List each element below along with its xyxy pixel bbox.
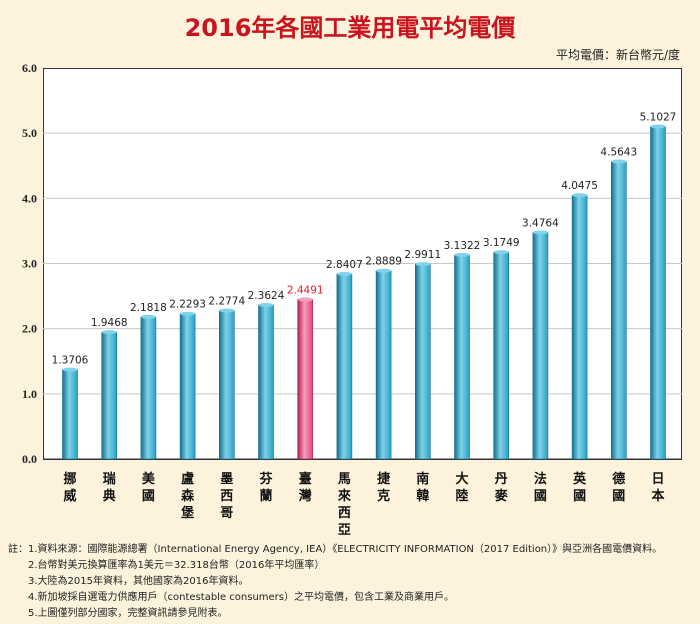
bar-cap	[611, 159, 627, 164]
x-tick-label: 瑞典	[103, 471, 116, 504]
bar-cap	[336, 271, 352, 276]
y-tick-label: 1.0	[22, 387, 37, 401]
value-label: 3.4764	[522, 217, 559, 229]
value-label: 2.3624	[248, 290, 285, 302]
unit-label: 平均電價：新台幣元/度	[555, 48, 680, 62]
bar	[375, 270, 392, 460]
bar	[101, 331, 117, 460]
x-tick-label: 大陸	[455, 471, 468, 504]
x-tick-label: 南韓	[416, 471, 429, 504]
bar	[571, 194, 588, 460]
bar	[414, 263, 431, 460]
footnote-prefix: 註：	[8, 544, 28, 555]
value-label: 2.2774	[208, 296, 245, 308]
bar	[219, 310, 235, 460]
footnote-line: 4.新加坡採自選電力供應用戶（contestable consumers）之平均…	[8, 590, 698, 606]
bar-cap	[62, 367, 78, 372]
x-tick-label: 盧森堡	[181, 471, 195, 521]
y-tick-label: 0.0	[22, 452, 37, 466]
bar-cap	[493, 250, 509, 255]
footnote-text: 3.大陸為2015年資料，其他國家為2016年資料。	[28, 576, 249, 587]
y-tick-label: 6.0	[22, 61, 37, 75]
x-tick-label: 臺灣	[299, 471, 312, 504]
bar	[140, 316, 157, 460]
value-label: 3.1322	[444, 240, 481, 252]
y-axis-ticks: 0.0 1.0 2.0 3.0 4.0 5.0 6.0	[22, 61, 37, 466]
y-tick-label: 2.0	[22, 322, 37, 336]
footnote-line: 2.台幣對美元換算匯率為1美元＝32.318台幣（2016年平均匯率）	[8, 558, 698, 574]
footnote-line: 5.上圖僅列部分國家，完整資訊請參見附表。	[8, 606, 698, 622]
value-label: 5.1027	[640, 111, 677, 123]
bar	[610, 161, 627, 460]
bar	[650, 126, 666, 460]
bar	[454, 254, 470, 460]
x-tick-label: 芬蘭	[258, 471, 273, 504]
bar-chart: 0.0 1.0 2.0 3.0 4.0 5.0 6.0 1.3706 1.94682.1818…	[22, 61, 682, 538]
value-label: 2.8407	[326, 259, 363, 271]
footnote-text: 1.資料來源：國際能源總署（International Energy Agenc…	[28, 544, 663, 555]
footnote-text: 5.上圖僅列部分國家，完整資訊請參見附表。	[28, 608, 228, 619]
bar-cap	[101, 330, 117, 335]
x-tick-label: 馬來西亞	[338, 472, 352, 538]
x-tick-label: 丹麥	[494, 472, 509, 504]
bar-cap	[572, 193, 588, 198]
value-label: 2.1818	[130, 302, 167, 314]
value-label: 2.4491	[287, 284, 324, 296]
value-label: 2.9911	[404, 249, 441, 261]
x-tick-label: 墨西哥	[220, 472, 233, 521]
footnotes: 註：1.資料來源：國際能源總署（International Energy Age…	[8, 542, 698, 622]
y-tick-label: 4.0	[22, 191, 37, 205]
bar-cap	[258, 303, 274, 308]
bar-cap	[415, 262, 431, 267]
bar-cap	[376, 268, 392, 273]
y-tick-label: 5.0	[22, 126, 37, 140]
footnote-line: 3.大陸為2015年資料，其他國家為2016年資料。	[8, 574, 698, 590]
value-label: 4.5643	[600, 147, 637, 159]
footnote-line: 註：1.資料來源：國際能源總署（International Energy Age…	[8, 542, 698, 558]
x-tick-label: 德國	[612, 471, 625, 504]
bar	[179, 313, 196, 460]
value-label: 2.8889	[365, 256, 402, 268]
bar-cap	[454, 252, 470, 257]
footnote-text: 4.新加坡採自選電力供應用戶（contestable consumers）之平均…	[28, 592, 455, 603]
x-tick-label: 英國	[572, 471, 587, 504]
footnote-text: 2.台幣對美元換算匯率為1美元＝32.318台幣（2016年平均匯率）	[28, 560, 325, 571]
bar	[62, 369, 78, 460]
x-tick-label: 日本	[651, 472, 664, 504]
bar	[297, 299, 314, 460]
bar	[532, 232, 549, 460]
bar-cap	[297, 297, 313, 302]
bar	[336, 273, 353, 460]
bar-cap	[650, 124, 666, 129]
value-label: 4.0475	[561, 180, 598, 192]
value-label: 1.9468	[91, 317, 128, 329]
bar-cap	[180, 311, 196, 316]
bar-cap	[219, 308, 235, 313]
x-tick-label: 美國	[142, 471, 156, 504]
bar	[493, 251, 510, 460]
value-label: 1.3706	[52, 355, 89, 367]
value-label: 3.1749	[483, 237, 520, 249]
chart-title: 2016年各國工業用電平均電價	[184, 14, 516, 42]
bar-cap	[532, 230, 548, 235]
x-tick-label: 法國	[534, 471, 547, 504]
x-tick-label: 挪威	[63, 471, 76, 504]
bars	[62, 124, 666, 460]
bar-cap	[140, 314, 156, 319]
bar	[258, 304, 274, 460]
x-tick-label: 捷克	[377, 471, 391, 504]
value-label: 2.2293	[169, 299, 206, 311]
y-tick-label: 3.0	[22, 257, 37, 271]
